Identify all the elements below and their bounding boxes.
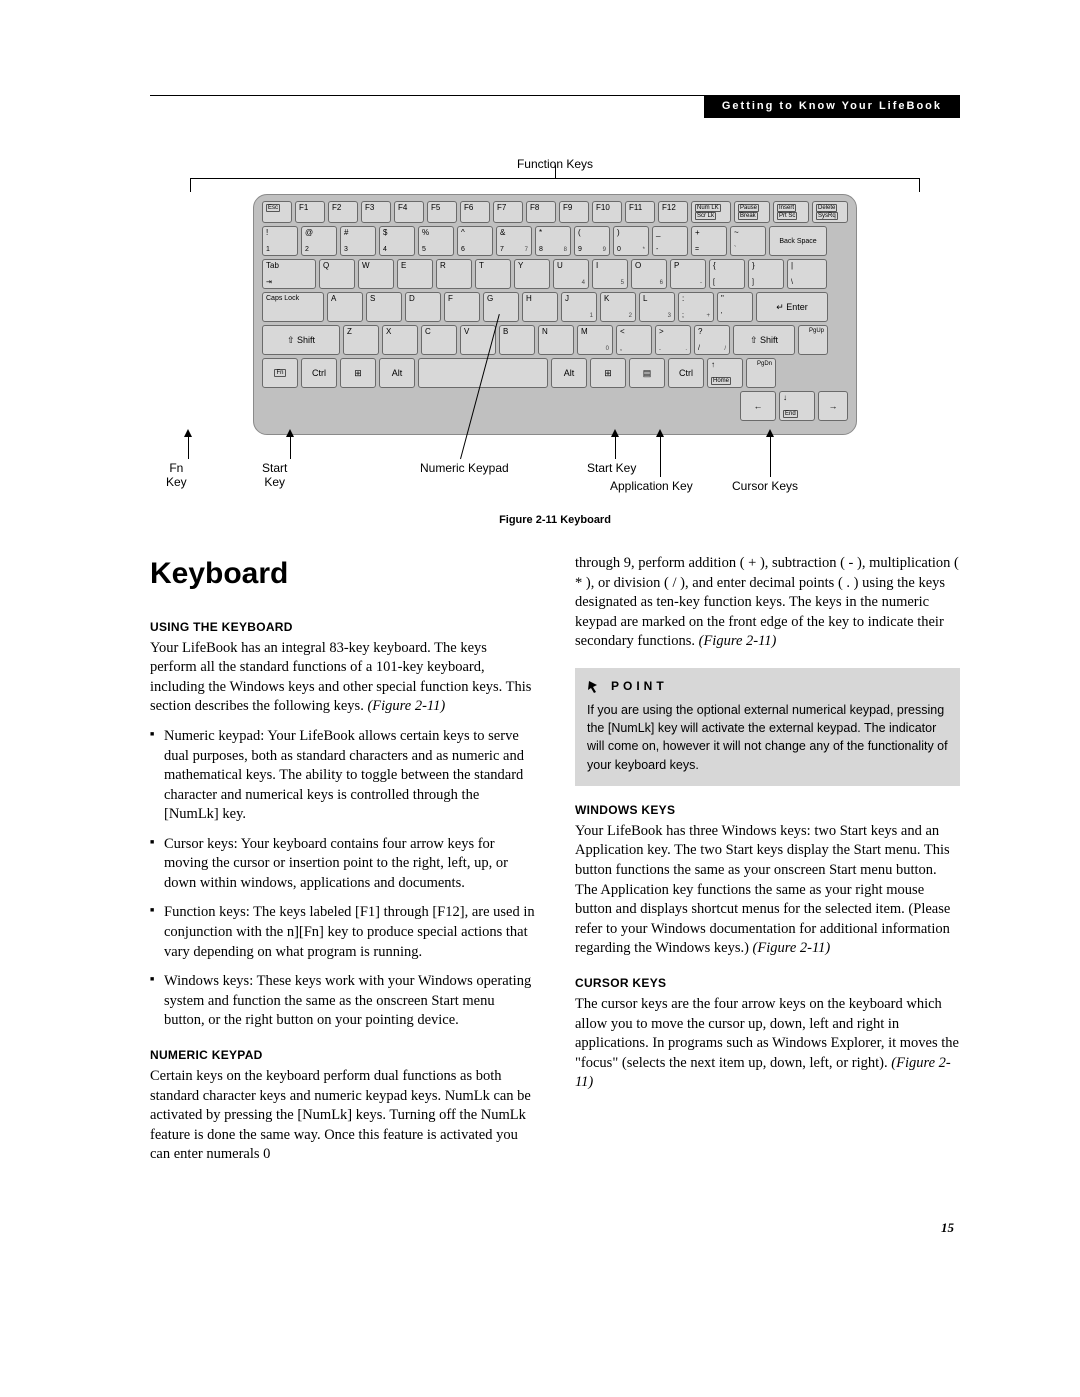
function-keys-bracket [190, 178, 920, 192]
header-rule: Getting to Know Your LifeBook [150, 95, 960, 96]
annot-cursor-keys: Cursor Keys [732, 479, 798, 493]
col2-continuation: through 9, perform addition ( + ), subtr… [575, 554, 960, 652]
bullet-numeric-keypad: Numeric keypad: Your LifeBook allows cer… [150, 727, 535, 825]
using-heading: USING THE KEYBOARD [150, 619, 535, 635]
point-icon [587, 679, 603, 695]
keyboard-diagram: Esc F1 F2 F3 F4 F5 F6 F7 F8 F9 F10 F11 F… [253, 194, 857, 435]
cursor-paragraph: The cursor keys are the four arrow keys … [575, 995, 960, 1093]
right-column: through 9, perform addition ( + ), subtr… [575, 554, 960, 1169]
point-callout: POINT If you are using the optional exte… [575, 668, 960, 786]
annot-fn-key: Fn Key [166, 461, 187, 489]
page-title: Keyboard [150, 554, 535, 595]
numeric-heading: NUMERIC KEYPAD [150, 1047, 535, 1063]
annot-start-key: Start Key [262, 461, 287, 489]
start-key-icon: ⊞ [340, 358, 376, 388]
page-number: 15 [150, 1219, 960, 1237]
bullet-function-keys: Function keys: The keys labeled [F1] thr… [150, 903, 535, 962]
start-key-icon: ⊞ [590, 358, 626, 388]
annot-numeric-keypad: Numeric Keypad [420, 461, 509, 475]
figure-caption: Figure 2-11 Keyboard [150, 513, 960, 528]
numeric-paragraph: Certain keys on the keyboard perform dua… [150, 1067, 535, 1165]
left-column: Keyboard USING THE KEYBOARD Your LifeBoo… [150, 554, 535, 1169]
keyboard-figure: Function Keys Esc F1 F2 F3 F4 F5 F6 F7 F… [150, 156, 960, 528]
cursor-heading: CURSOR KEYS [575, 975, 960, 991]
windows-heading: WINDOWS KEYS [575, 802, 960, 818]
windows-paragraph: Your LifeBook has three Windows keys: tw… [575, 822, 960, 959]
annot-start-key-2: Start Key [587, 461, 636, 475]
point-text: If you are using the optional external n… [587, 701, 948, 774]
annot-application-key: Application Key [610, 479, 693, 493]
bullet-cursor-keys: Cursor keys: Your keyboard contains four… [150, 835, 535, 894]
application-key-icon: ▤ [629, 358, 665, 388]
header-badge: Getting to Know Your LifeBook [704, 95, 960, 118]
using-bullets: Numeric keypad: Your LifeBook allows cer… [150, 727, 535, 1031]
bullet-windows-keys: Windows keys: These keys work with your … [150, 972, 535, 1031]
point-label: POINT [611, 678, 668, 695]
using-paragraph: Your LifeBook has an integral 83-key key… [150, 639, 535, 717]
